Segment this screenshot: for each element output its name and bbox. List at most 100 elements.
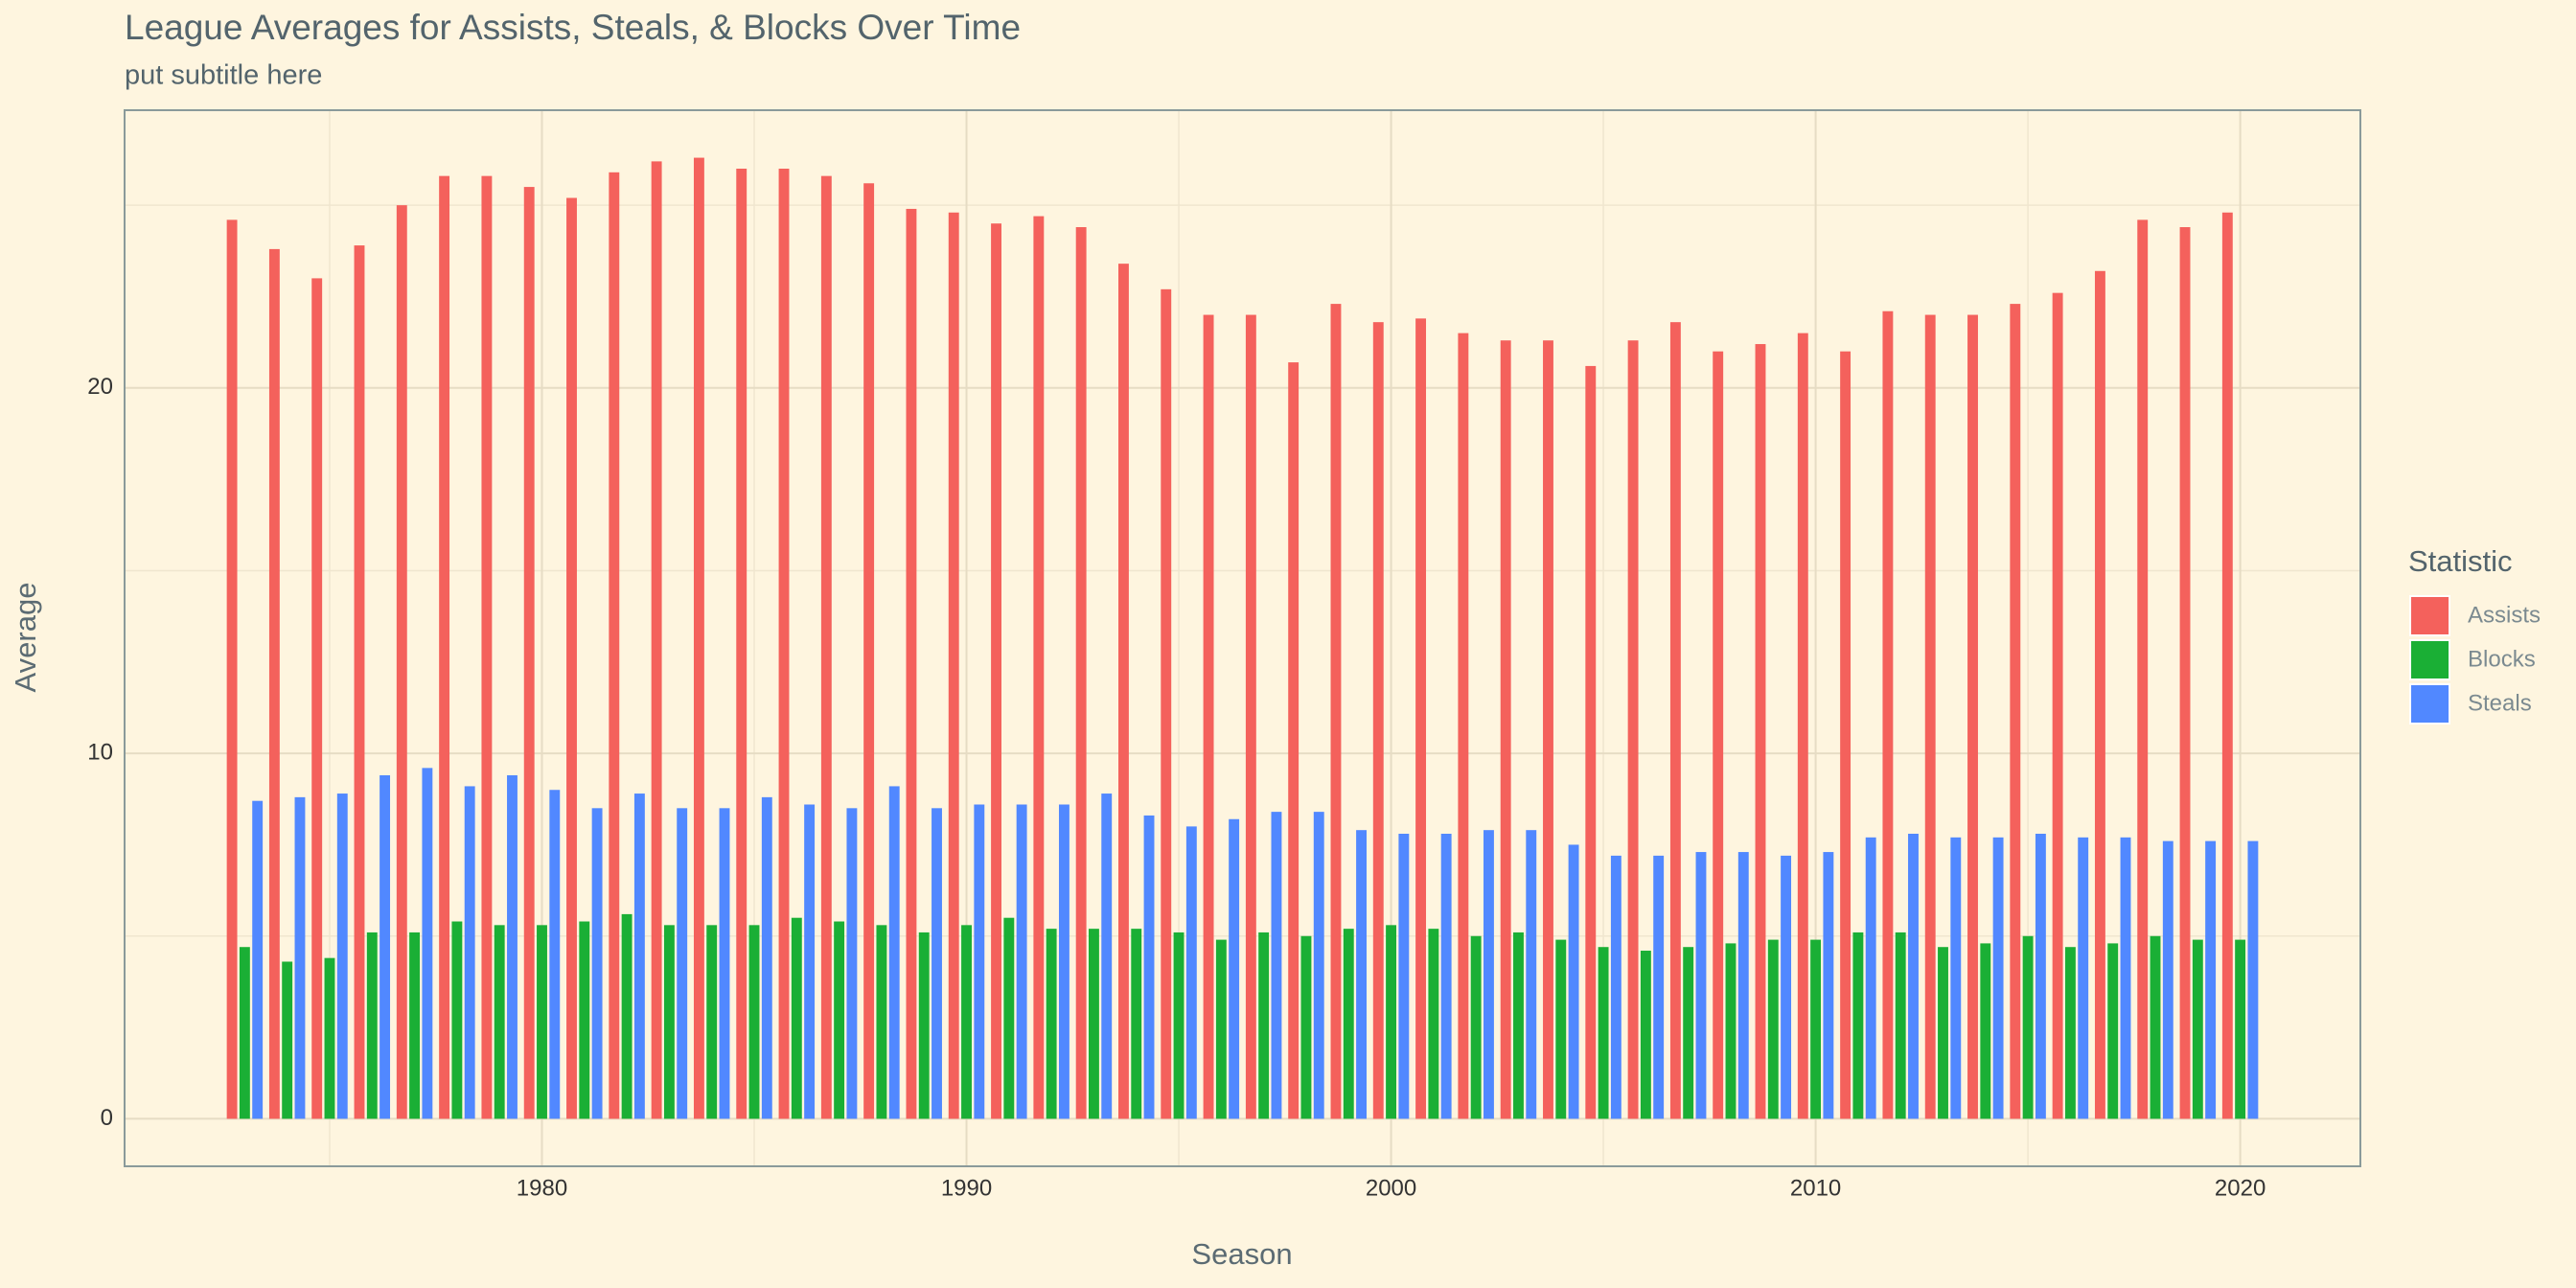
y-axis-title: Average: [9, 583, 42, 693]
legend-label: Steals: [2468, 690, 2532, 716]
bar: [1046, 929, 1057, 1119]
bar: [494, 925, 505, 1119]
bar: [1173, 932, 1184, 1119]
bar: [1823, 852, 1834, 1119]
y-tick-label: 10: [87, 739, 113, 765]
bar: [366, 932, 378, 1119]
bar: [1415, 318, 1427, 1119]
bar: [906, 208, 917, 1119]
bar: [1470, 935, 1482, 1119]
x-tick-label: 2000: [1366, 1175, 1416, 1201]
bar: [1398, 834, 1410, 1119]
bar: [834, 921, 845, 1119]
panel-border: [124, 109, 2361, 1167]
bar: [311, 278, 323, 1119]
bar: [396, 205, 407, 1119]
legend-key: [2409, 639, 2450, 680]
bar: [1016, 804, 1027, 1119]
bar: [1767, 939, 1779, 1119]
x-tick-label: 1990: [941, 1175, 992, 1201]
bar: [1258, 932, 1270, 1119]
bar: [1908, 834, 1919, 1119]
bar: [336, 794, 348, 1119]
bar: [2078, 837, 2089, 1119]
bar: [748, 925, 760, 1119]
bar: [579, 921, 590, 1119]
legend-title: Statistic: [2408, 544, 2513, 578]
bar: [1088, 929, 1099, 1119]
bar: [2064, 947, 2076, 1119]
bar: [481, 175, 493, 1119]
bar: [1143, 815, 1155, 1119]
bar: [239, 947, 250, 1119]
bar: [1653, 855, 1665, 1119]
bar: [1161, 288, 1172, 1119]
bar: [791, 917, 802, 1119]
bar: [252, 800, 264, 1119]
bar: [1992, 837, 2004, 1119]
bar: [1669, 322, 1681, 1119]
bar: [1852, 932, 1864, 1119]
bar: [918, 932, 930, 1119]
bar: [1610, 855, 1622, 1119]
bar: [1865, 837, 1876, 1119]
bar: [1755, 344, 1766, 1119]
bar: [888, 786, 900, 1119]
bar: [566, 197, 577, 1119]
bar: [439, 175, 450, 1119]
bar: [1950, 837, 1962, 1119]
bar: [451, 921, 463, 1119]
bar: [1938, 947, 1948, 1119]
chart-subtitle: put subtitle here: [125, 60, 322, 91]
bar: [1500, 340, 1511, 1119]
bar: [409, 932, 421, 1119]
bar: [1543, 340, 1553, 1119]
bar: [1372, 322, 1384, 1119]
bar: [464, 786, 475, 1119]
bar: [736, 169, 748, 1119]
bar: [1695, 852, 1707, 1119]
bar: [1810, 939, 1822, 1119]
bar: [2205, 840, 2217, 1119]
x-axis-title: Season: [1191, 1237, 1292, 1271]
bar: [633, 794, 645, 1119]
bar: [991, 223, 1001, 1119]
bar: [268, 248, 280, 1119]
bar: [2094, 270, 2105, 1119]
bar: [1713, 351, 1724, 1119]
bar: [354, 245, 365, 1119]
bar: [1640, 951, 1651, 1119]
bar: [1797, 333, 1808, 1119]
bar: [1131, 929, 1142, 1119]
bar: [2192, 939, 2203, 1119]
bar: [1428, 929, 1439, 1119]
bar: [1058, 804, 1070, 1119]
bar: [294, 796, 306, 1119]
bar: [1288, 362, 1300, 1119]
bar: [663, 925, 675, 1119]
chart-title: League Averages for Assists, Steals, & B…: [125, 8, 1021, 47]
bar: [1526, 830, 1537, 1119]
bar: [1484, 830, 1494, 1119]
bar: [778, 169, 790, 1119]
bar: [549, 790, 561, 1119]
bar: [1781, 855, 1792, 1119]
bar: [1386, 925, 1397, 1119]
x-tick-label: 2020: [2215, 1175, 2266, 1201]
bar: [1356, 830, 1367, 1119]
bar: [1458, 333, 1469, 1119]
bar: [876, 925, 887, 1119]
bar: [324, 957, 335, 1119]
bar: [1215, 939, 1227, 1119]
bar: [422, 768, 433, 1119]
bar: [948, 212, 959, 1119]
bar: [226, 219, 238, 1119]
bar: [2107, 943, 2119, 1119]
bar: [1980, 943, 1991, 1119]
bar: [1343, 929, 1354, 1119]
bar: [1967, 314, 1978, 1119]
bar: [1075, 227, 1087, 1119]
bar: [1598, 947, 1609, 1119]
bar: [1737, 852, 1749, 1119]
